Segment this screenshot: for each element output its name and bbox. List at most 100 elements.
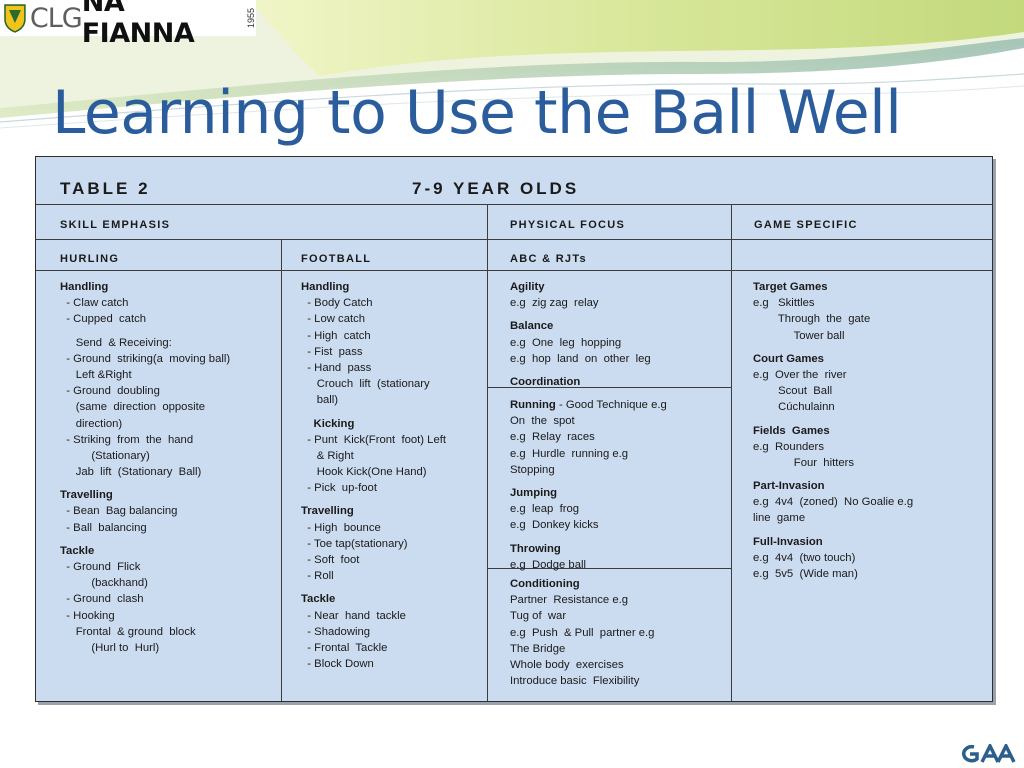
list-item: line game [753,512,806,525]
hurling-skills-list: Handling - Claw catch - Cupped catch Sen… [60,279,230,656]
football-skills-list: Handling - Body Catch - Low catch - High… [301,279,446,672]
list-item: - Pick up-foot [301,482,377,495]
list-item: - Ground doubling [60,385,160,398]
category-heading: Travelling [301,505,354,518]
list-item: e.g Donkey kicks [510,519,599,532]
list-item: e.g One leg hopping [510,336,622,349]
column-divider [731,204,732,701]
list-item: - Bean Bag balancing [60,505,178,518]
age-group-heading: 7-9 YEAR OLDS [412,179,580,198]
list-item: - High bounce [301,521,381,534]
list-item: Scout Ball [753,385,833,398]
list-item: Four hitters [753,456,855,469]
list-item: The Bridge [510,642,566,655]
row-divider [487,568,731,569]
category-heading: Running - Good Technique e.g [510,399,667,411]
spacer [60,536,230,543]
club-logo: CLG NA FIANNA 1955 [0,0,256,49]
list-item: On the spot [510,415,575,428]
list-item: - Frontal Tackle [301,641,388,654]
category-heading: Travelling [60,489,113,502]
hurling-heading: HURLING [60,253,120,265]
spacer [60,480,230,487]
spacer [510,478,667,485]
football-heading: FOOTBALL [301,253,372,265]
list-item: - Striking from the hand [60,433,194,446]
category-heading: Handling [301,281,350,293]
category-heading: Tackle [60,544,95,557]
spacer [301,584,446,591]
list-item: Cúchulainn [753,401,835,414]
list-item: e.g Skittles [753,297,815,310]
category-heading: Full-Invasion [753,535,823,548]
list-item: e.g Dodge ball [510,558,586,571]
list-item: - High catch [301,329,371,342]
gaa-logo-icon [962,744,1016,763]
spacer [60,328,230,335]
list-item-detail: - Good Technique e.g [555,399,667,411]
logo-year-text: 1955 [246,7,256,29]
physical-focus-top-list: Agility e.g zig zag relay Balance e.g One l… [510,279,651,390]
list-item: e.g Rounders [753,440,824,453]
list-item: e.g leap frog [510,503,580,516]
row-divider [487,387,731,388]
game-specific-heading: GAME SPECIFIC [754,219,858,231]
list-item: (Hurl to Hurl) [60,641,160,654]
list-item: Left &Right [60,368,132,381]
table-label: TABLE 2 [60,179,151,198]
category-heading: Balance [510,320,554,333]
page-title: Learning to Use the Ball Well [52,78,902,148]
category-heading: Jumping [510,486,558,499]
list-item: Whole body exercises [510,658,624,671]
list-item: (Stationary) [60,449,150,462]
header-swoosh-decoration [0,0,1024,129]
list-item: - Soft foot [301,554,360,566]
list-item: Hook Kick(One Hand) [301,466,427,479]
physical-focus-mid-list: Running - Good Technique e.g On the spot e… [510,397,667,573]
column-divider [487,204,488,701]
list-item: - Fist pass [301,345,363,358]
spacer [510,534,667,541]
list-item: e.g 5v5 (Wide man) [753,568,858,580]
list-item: direction) [60,417,123,430]
list-item: e.g 4v4 (zoned) No Goalie e.g [753,496,914,509]
category-heading: Conditioning [510,578,580,590]
list-item: e.g hop land on other leg [510,352,651,365]
list-item: & Right [301,449,354,462]
list-item: - Ball balancing [60,521,147,534]
column-divider [281,239,282,701]
category-heading: Target Games [753,281,828,293]
spacer [753,527,913,534]
spacer [301,496,446,503]
list-item: e.g Relay races [510,431,595,444]
abc-rjts-heading: ABC & RJTs [510,253,587,265]
category-heading: Agility [510,281,545,293]
spacer [510,311,651,318]
category-heading: Throwing [510,542,561,555]
list-item: Stopping [510,463,555,476]
list-item: - Block Down [301,658,374,671]
category-heading: Part-Invasion [753,480,825,493]
category-heading: Tackle [301,593,336,606]
list-item: - Roll [301,570,334,583]
list-item: (backhand) [60,577,148,590]
row-divider [36,204,992,205]
list-item: Introduce basic Flexibility [510,675,640,688]
list-item: - Shadowing [301,625,371,638]
list-item: Tug of war [510,610,567,623]
category-heading: Coordination [510,375,581,388]
skill-emphasis-heading: SKILL EMPHASIS [60,219,171,231]
list-item: e.g Over the river [753,368,847,381]
category-heading: Court Games [753,352,824,365]
list-item: - Toe tap(stationary) [301,537,408,550]
list-item: e.g Push & Pull partner e.g [510,626,655,639]
list-item: Send & Receiving: [60,336,172,349]
list-item: - Hooking [60,609,115,622]
list-item: - Body Catch [301,297,373,310]
list-item: - Punt Kick(Front foot) Left [301,433,447,446]
list-item: Crouch lift (stationary [301,378,430,391]
row-divider [36,270,992,271]
skills-table: TABLE 2 7-9 YEAR OLDS SKILL EMPHASIS PHY… [35,156,993,702]
list-item: Jab lift (Stationary Ball) [60,466,202,479]
category-heading: Handling [60,281,109,293]
